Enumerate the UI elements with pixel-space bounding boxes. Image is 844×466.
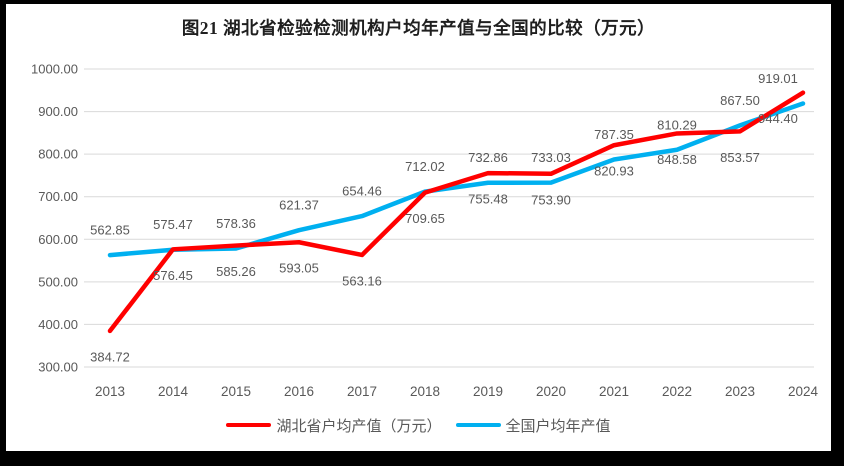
legend-item-hubei: 湖北省户均产值（万元） [226,415,442,436]
legend: 湖北省户均产值（万元） 全国户均年产值 [6,414,831,436]
chart-title: 图21 湖北省检验检测机构户均年产值与全国的比较（万元） [181,18,656,38]
blue-line-swatch-icon [455,422,501,428]
chart-canvas [6,4,831,451]
legend-label-hubei: 湖北省户均产值（万元） [276,417,442,435]
legend-label-national: 全国户均年产值 [505,417,611,435]
red-line-swatch-icon [226,422,272,428]
legend-item-national: 全国户均年产值 [455,415,611,436]
